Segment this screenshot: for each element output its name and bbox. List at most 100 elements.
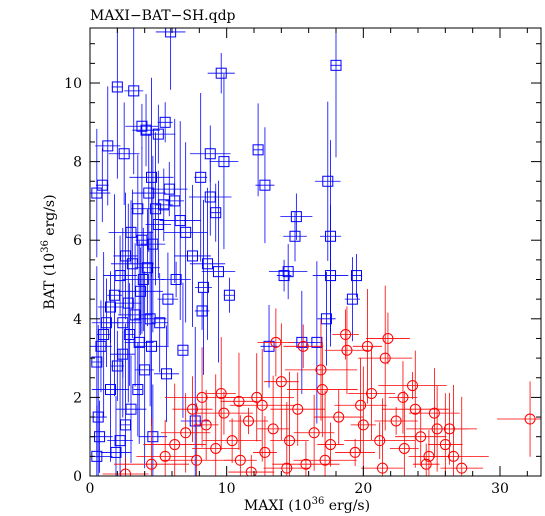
error-bar xyxy=(90,128,111,258)
data-point-square xyxy=(311,336,323,348)
data-point-circle xyxy=(398,442,410,454)
error-bar xyxy=(412,443,440,476)
error-bar xyxy=(409,368,460,459)
x-axis-label-pre: MAXI (10 xyxy=(244,498,312,514)
data-point-square xyxy=(110,446,122,458)
data-point-circle xyxy=(243,415,255,427)
y-tick-label: 6 xyxy=(73,233,82,249)
error-bar xyxy=(141,132,170,286)
data-point-circle xyxy=(297,340,309,352)
error-bar xyxy=(95,148,109,223)
data-point-square xyxy=(120,419,132,431)
data-point-square xyxy=(146,340,157,352)
data-point-square xyxy=(125,226,137,238)
data-point-square xyxy=(135,285,147,297)
data-point-circle xyxy=(448,450,460,462)
data-point-circle xyxy=(315,364,327,376)
data-point-circle xyxy=(340,329,352,341)
data-point-square xyxy=(125,403,137,415)
error-bar xyxy=(141,104,176,164)
y-tick-label: 10 xyxy=(64,76,82,92)
data-point-square xyxy=(152,218,164,230)
data-point-square xyxy=(174,215,186,227)
data-point-square xyxy=(102,140,114,152)
data-point-circle xyxy=(275,376,287,388)
error-bar xyxy=(132,134,166,252)
data-point-circle xyxy=(215,387,227,399)
error-bar xyxy=(374,407,418,435)
error-bar xyxy=(293,390,357,476)
data-point-square xyxy=(133,336,145,348)
data-point-square xyxy=(111,81,123,93)
data-point-circle xyxy=(428,407,440,419)
error-bar xyxy=(325,306,369,395)
data-point-square xyxy=(120,250,132,262)
error-bar xyxy=(103,235,138,316)
data-point-square xyxy=(223,289,235,301)
error-bar xyxy=(440,396,484,476)
data-point-circle xyxy=(146,458,157,470)
error-bar xyxy=(315,101,341,261)
data-point-circle xyxy=(361,340,373,352)
data-point-square xyxy=(197,281,209,293)
error-bar xyxy=(252,103,264,197)
data-point-circle xyxy=(308,427,320,439)
error-bar xyxy=(257,308,295,377)
error-bar xyxy=(228,407,269,435)
data-point-circle xyxy=(226,435,238,447)
error-bar xyxy=(135,271,154,469)
data-point-circle xyxy=(349,446,361,458)
error-bar xyxy=(272,441,340,476)
data-point-circle xyxy=(333,411,345,423)
data-point-circle xyxy=(292,403,304,415)
error-bar xyxy=(228,454,275,476)
error-bar xyxy=(135,146,149,334)
data-point-circle xyxy=(415,431,427,443)
error-bar xyxy=(172,376,213,443)
data-point-circle xyxy=(390,415,402,427)
error-bar xyxy=(90,300,112,393)
data-point-square xyxy=(144,313,156,325)
data-point-circle xyxy=(259,446,271,458)
data-point-circle xyxy=(120,468,132,476)
data-point-square xyxy=(98,329,110,341)
data-point-circle xyxy=(382,332,394,344)
data-point-square xyxy=(259,179,271,191)
chart-title: MAXI−BAT−SH.qdp xyxy=(90,8,236,24)
error-bar xyxy=(335,438,376,466)
x-tick-label: 30 xyxy=(491,481,509,497)
error-bar xyxy=(418,384,489,476)
x-tick-label: 0 xyxy=(86,481,95,497)
data-point-circle xyxy=(180,427,192,439)
error-bar xyxy=(332,309,359,360)
error-bar xyxy=(138,384,168,476)
data-point-square xyxy=(140,124,152,136)
data-point-circle xyxy=(234,454,246,466)
data-point-square xyxy=(162,293,174,305)
data-point-circle xyxy=(267,423,279,435)
error-bar xyxy=(154,325,180,423)
data-point-square xyxy=(146,171,157,183)
plot-area xyxy=(89,27,542,477)
x-axis-label-sup: 36 xyxy=(312,496,325,507)
data-point-square xyxy=(210,207,222,219)
error-bar xyxy=(293,394,335,471)
data-point-square xyxy=(215,67,227,79)
data-point-square xyxy=(109,289,121,301)
error-bar xyxy=(117,243,153,387)
error-bar xyxy=(151,272,168,373)
error-bar xyxy=(260,305,278,388)
error-bar xyxy=(107,349,133,476)
y-tick-label: 0 xyxy=(73,469,82,485)
error-bar xyxy=(389,390,419,476)
data-point-circle xyxy=(159,450,171,462)
data-point-square xyxy=(111,360,123,372)
error-bar xyxy=(91,317,130,462)
error-bar xyxy=(161,261,191,298)
data-point-square xyxy=(218,156,230,168)
error-bar xyxy=(255,127,275,244)
data-point-square xyxy=(105,301,116,313)
data-point-square xyxy=(139,364,151,376)
data-point-circle xyxy=(281,462,293,474)
